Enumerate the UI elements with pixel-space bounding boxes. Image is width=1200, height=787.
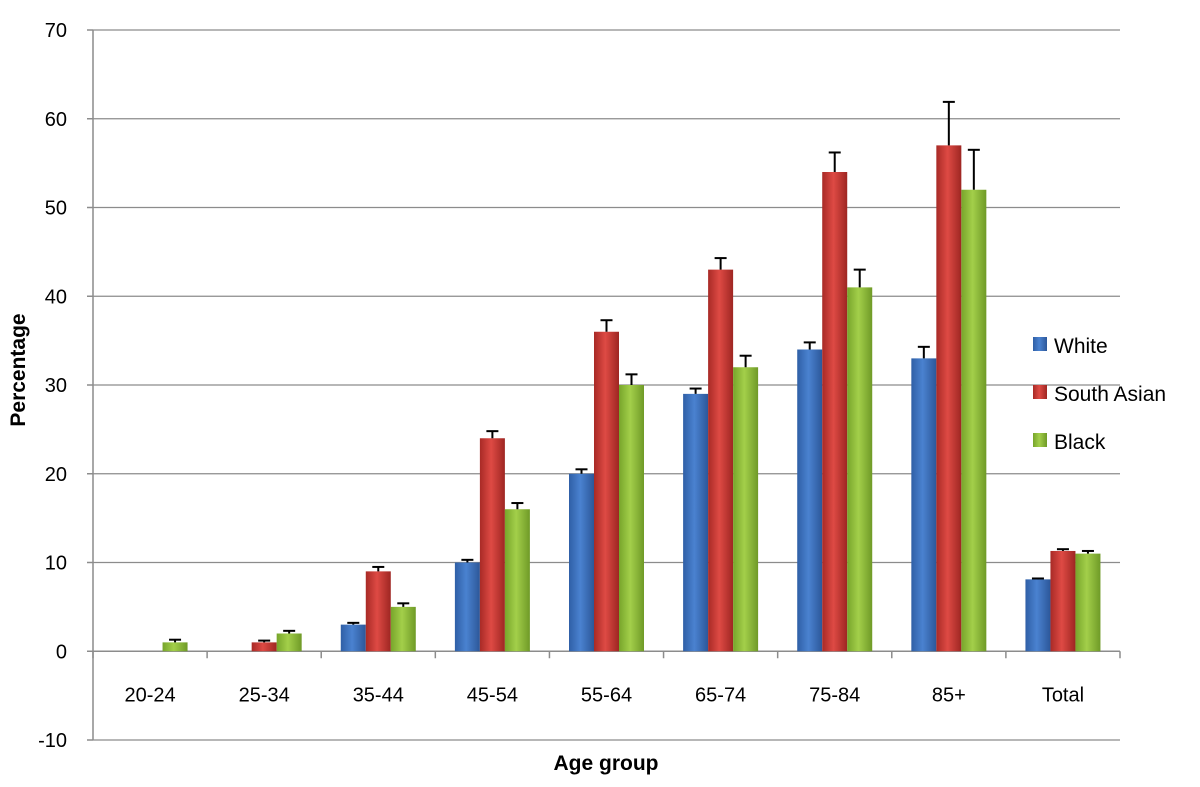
- bar-white: [454, 562, 480, 652]
- legend-swatch-white: [1033, 337, 1047, 351]
- bar-black: [619, 385, 644, 652]
- bars: [162, 145, 1101, 652]
- bar-south-asian: [365, 571, 391, 652]
- y-tick-labels: -10 0 10 20 30 40 50 60 70: [38, 20, 67, 752]
- bar-south-asian: [936, 145, 962, 652]
- bar-white: [911, 358, 937, 652]
- x-tick-label: 65-74: [695, 684, 746, 706]
- legend: White South Asian Black: [1033, 335, 1166, 454]
- bar-south-asian: [708, 269, 734, 652]
- bar-black: [390, 606, 416, 652]
- bar-white: [340, 624, 366, 652]
- error-bars: [169, 100, 1094, 643]
- bar-black: [162, 642, 188, 652]
- bar-south-asian: [251, 642, 277, 652]
- x-tick-label: 85+: [932, 684, 966, 706]
- bar-black: [1075, 553, 1101, 652]
- bar-white: [1025, 579, 1051, 652]
- x-tick-label: 55-64: [581, 684, 632, 706]
- y-tick-label: 10: [45, 553, 67, 575]
- x-tick-labels: 20-24 25-34 35-44 45-54 55-64 65-74 75-84 85+ To…: [124, 684, 1084, 706]
- bar-black: [504, 509, 530, 652]
- y-tick-label: 70: [45, 20, 67, 42]
- bar-white: [683, 393, 709, 652]
- y-tick-label: -10: [38, 730, 67, 752]
- legend-label: White: [1054, 335, 1108, 358]
- bar-black: [276, 633, 302, 652]
- legend-swatch-black: [1033, 433, 1047, 447]
- bar-south-asian: [1050, 550, 1076, 652]
- bar-south-asian: [822, 172, 848, 652]
- bar-black: [961, 189, 987, 652]
- x-tick-label: 75-84: [809, 684, 860, 706]
- x-tick-label: 20-24: [124, 684, 175, 706]
- bar-white: [569, 473, 594, 652]
- legend-label: Black: [1054, 431, 1106, 454]
- y-tick-label: 50: [45, 198, 67, 220]
- legend-swatch-south-asian: [1033, 385, 1047, 399]
- bar-south-asian: [479, 438, 505, 652]
- y-axis-title: Percentage: [7, 313, 30, 426]
- bar-white: [797, 349, 823, 652]
- x-tick-label: 35-44: [353, 684, 404, 706]
- x-tick-label: 45-54: [467, 684, 518, 706]
- y-tick-label: 60: [45, 109, 67, 131]
- x-axis-title: Age group: [554, 752, 659, 775]
- bar-south-asian: [594, 331, 619, 652]
- legend-label: South Asian: [1054, 383, 1166, 406]
- y-tick-label: 0: [56, 641, 67, 663]
- x-tick-label: Total: [1042, 684, 1084, 706]
- bar-black: [733, 367, 759, 652]
- x-tick-label: 25-34: [239, 684, 290, 706]
- bar-black: [847, 287, 873, 652]
- y-tick-label: 40: [45, 286, 67, 308]
- y-tick-label: 20: [45, 464, 67, 486]
- y-tick-label: 30: [45, 375, 67, 397]
